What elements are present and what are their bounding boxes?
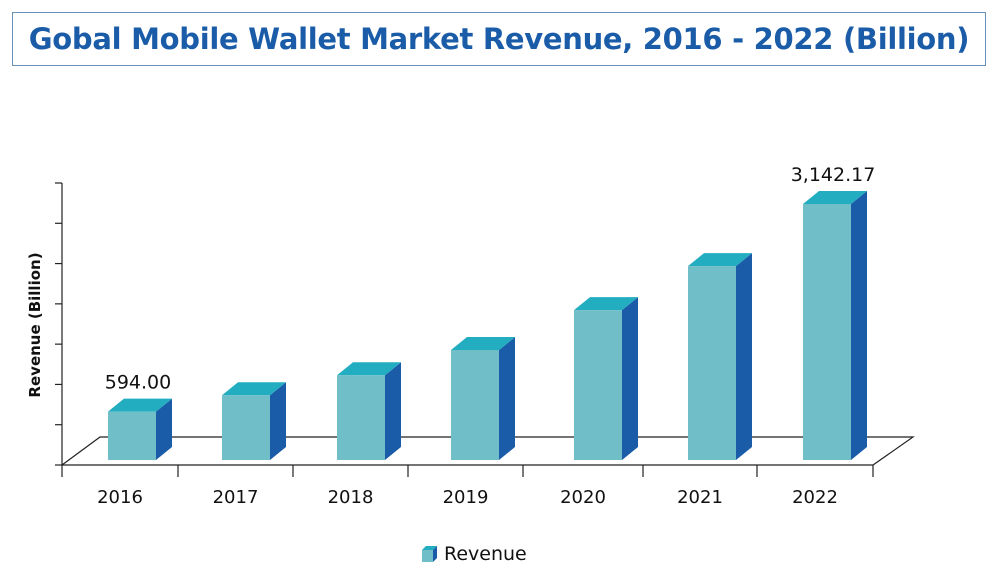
bar-side [622,297,638,460]
x-tick-label: 2017 [213,487,259,508]
bar-side [270,382,286,460]
bar-top [688,253,752,267]
y-axis-label: Revenue (Billion) [26,252,44,397]
x-tick-label: 2019 [443,487,489,508]
bar-side [851,191,867,460]
bar-top [108,398,172,412]
data-label: 594.00 [105,372,171,394]
bar-2017 [222,395,270,460]
x-tick-label: 2021 [677,487,723,508]
legend-label: Revenue [444,543,527,565]
x-tick-label: 2016 [97,487,143,508]
legend-swatch-side [433,546,437,562]
x-tick-label: 2022 [792,487,838,508]
bar-side [385,362,401,460]
bar-side [736,253,752,460]
bar-2018 [337,375,385,460]
bar-top [451,337,515,351]
x-tick-label: 2018 [328,487,374,508]
floor [61,436,915,466]
bar-2019 [451,350,499,460]
bar-top [803,191,867,204]
legend-swatch-top [422,546,437,550]
bar-2016 [108,411,156,460]
bar-top [574,297,638,311]
bar-2020 [574,310,622,460]
legend-swatch [422,550,433,562]
bar-side [499,337,515,460]
bar-top [337,362,401,376]
x-tick-label: 2020 [560,487,606,508]
bar-top [222,382,286,396]
bar-2022 [803,204,851,460]
data-label: 3,142.17 [791,164,876,186]
bar-2021 [688,266,736,460]
chart-title: Gobal Mobile Wallet Market Revenue, 2016… [12,12,986,66]
bar-side [156,398,172,460]
